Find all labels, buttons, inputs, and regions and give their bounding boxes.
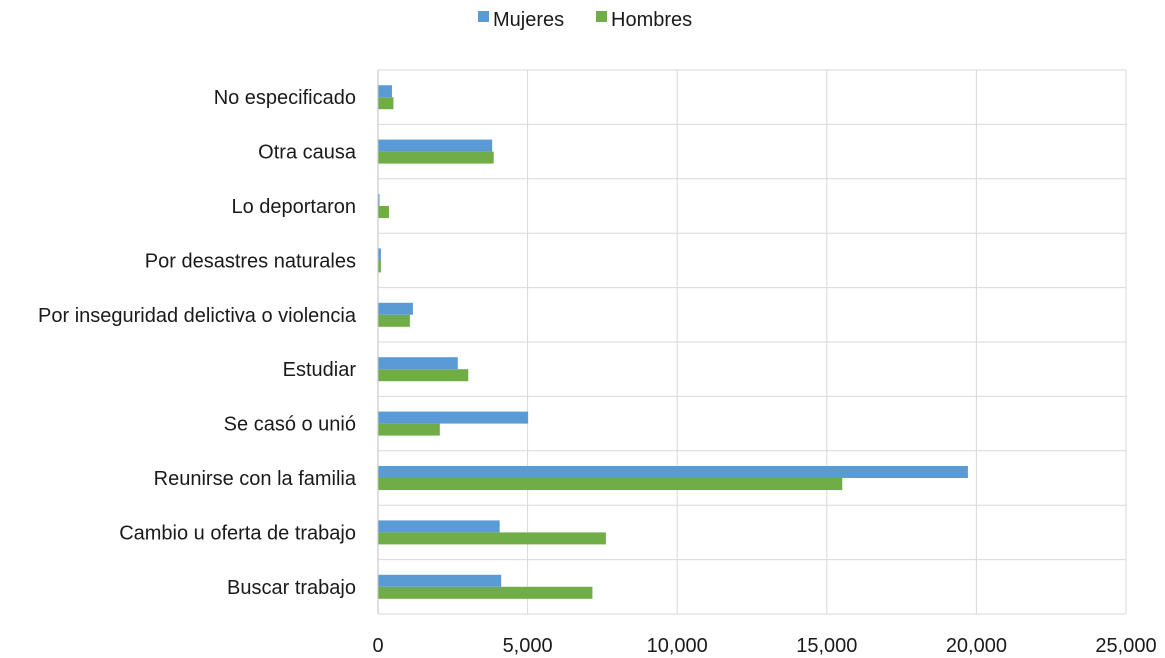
x-tick-labels: 0 5,000 10,000 15,000 20,000 25,000 bbox=[372, 635, 1156, 657]
category-label-por-inseguridad-delictiva-o-violencia: Por inseguridad delictiva o violencia bbox=[38, 305, 357, 327]
x-tick-label: 25,000 bbox=[1095, 635, 1156, 657]
bar-mujeres-lo-deportaron bbox=[378, 194, 380, 206]
category-labels: No especificado Otra causa Lo deportaron Po… bbox=[38, 87, 357, 599]
bar-hombres-buscar-trabajo bbox=[378, 586, 593, 599]
x-tick-label: 5,000 bbox=[503, 635, 553, 657]
bar-hombres-reunirse-con-la-familia bbox=[378, 478, 843, 490]
bar-hombres-cambio-u-oferta-de-trabajo bbox=[378, 532, 606, 545]
legend-label-mujeres: Mujeres bbox=[493, 9, 564, 31]
category-label-lo-deportaron: Lo deportaron bbox=[231, 196, 356, 218]
category-label-por-desastres-naturales: Por desastres naturales bbox=[145, 250, 356, 272]
legend-label-hombres: Hombres bbox=[611, 9, 692, 31]
category-label-no-especificado: No especificado bbox=[214, 87, 356, 109]
gridlines bbox=[377, 69, 1127, 615]
bar-hombres-estudiar bbox=[378, 369, 469, 382]
category-label-otra-causa: Otra causa bbox=[258, 142, 357, 164]
x-tick-label: 20,000 bbox=[946, 635, 1007, 657]
bar-mujeres-cambio-u-oferta-de-trabajo bbox=[378, 520, 500, 533]
bar-mujeres-estudiar bbox=[378, 357, 458, 370]
bar-mujeres-por-inseguridad-delictiva-o-violencia bbox=[378, 302, 413, 315]
bar-mujeres-se-caso-o-unio bbox=[378, 411, 529, 424]
bar-mujeres-otra-causa bbox=[378, 139, 493, 152]
bar-hombres-lo-deportaron bbox=[378, 206, 389, 218]
bar-hombres-por-desastres-naturales bbox=[378, 260, 381, 273]
x-tick-label: 10,000 bbox=[647, 635, 708, 657]
category-label-estudiar: Estudiar bbox=[283, 359, 357, 381]
category-label-reunirse-con-la-familia: Reunirse con la familia bbox=[154, 468, 357, 490]
bar-mujeres-por-desastres-naturales bbox=[378, 248, 381, 261]
bar-mujeres-buscar-trabajo bbox=[378, 574, 502, 587]
legend: Mujeres Hombres bbox=[478, 9, 692, 31]
x-tick-label: 0 bbox=[372, 635, 383, 657]
bar-hombres-por-inseguridad-delictiva-o-violencia bbox=[378, 314, 410, 327]
legend-swatch-hombres bbox=[596, 11, 607, 22]
bars bbox=[378, 85, 968, 599]
bar-mujeres-reunirse-con-la-familia bbox=[378, 466, 968, 478]
bar-hombres-otra-causa bbox=[378, 151, 494, 164]
category-label-se-caso-o-unio: Se casó o unió bbox=[224, 414, 356, 436]
x-tick-label: 15,000 bbox=[796, 635, 857, 657]
legend-swatch-mujeres bbox=[478, 11, 489, 22]
bar-mujeres-no-especificado bbox=[378, 85, 392, 98]
category-label-cambio-u-oferta-de-trabajo: Cambio u oferta de trabajo bbox=[119, 522, 356, 544]
bar-hombres-no-especificado bbox=[378, 97, 394, 110]
bar-hombres-se-caso-o-unio bbox=[378, 423, 440, 436]
category-label-buscar-trabajo: Buscar trabajo bbox=[227, 577, 356, 599]
